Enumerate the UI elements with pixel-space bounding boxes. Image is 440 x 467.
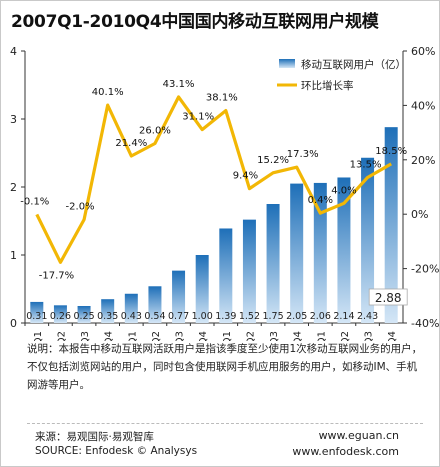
chart-svg: 0 1 2 3 4 -40% -20% 0% 20% 40% 60% 07Q1 07Q2 07Q3 07Q4… — [10, 45, 439, 341]
y-tick-label-left: 2 — [10, 181, 17, 194]
y-tick-label-right: 40% — [411, 99, 435, 112]
bar — [219, 228, 233, 323]
legend-label-growth: 环比增长率 — [301, 79, 354, 92]
bar — [195, 255, 209, 323]
x-tick-label: 09Q1 — [222, 331, 233, 341]
y-tick-label-left: 0 — [10, 317, 17, 330]
bar-value-label: 0.31 — [26, 311, 47, 322]
growth-rate-label: 21.4% — [115, 138, 147, 149]
x-tick-label: 09Q3 — [269, 331, 280, 341]
bar-value-label: 0.54 — [144, 311, 165, 322]
growth-rate-label: -2.0% — [66, 202, 95, 213]
growth-rate-label: 0.4% — [308, 195, 333, 206]
bar — [242, 219, 256, 323]
x-tick-label: 10Q3 — [364, 331, 375, 341]
x-tick-label: 09Q2 — [245, 331, 256, 341]
growth-rate-label: -17.7% — [39, 270, 74, 281]
source-cn: 来源：易观国际·易观智库 — [35, 431, 154, 443]
growth-rate-label: 43.1% — [163, 79, 195, 90]
growth-rate-line — [35, 95, 392, 264]
chart-title: 2007Q1-2010Q4中国国内移动互联网用户规模 — [11, 12, 379, 32]
x-tick-label: 09Q4 — [293, 331, 304, 341]
growth-rate-label: 40.1% — [92, 87, 124, 98]
line-group — [35, 95, 392, 264]
bar-value-highlight — [368, 288, 408, 306]
bar-value-label: 1.75 — [262, 311, 283, 322]
bar — [101, 299, 115, 323]
x-tick-label: 08Q3 — [175, 331, 186, 341]
legend-group: 移动互联网用户（亿） 环比增长率 — [277, 58, 406, 92]
x-tick-label: 08Q2 — [151, 331, 162, 341]
bar-value-label: 1.00 — [192, 311, 213, 322]
bar-value-label: 0.35 — [97, 311, 118, 322]
bars-group — [30, 127, 398, 323]
x-tick-label: 08Q1 — [127, 331, 138, 341]
bar-value-label: 1.52 — [239, 311, 260, 322]
bar — [290, 183, 304, 323]
growth-rate-label: 26.0% — [139, 125, 171, 136]
website-enfodesk[interactable]: www.enfodesk.com — [292, 445, 399, 458]
bar-value-label: 2.88 — [375, 291, 402, 305]
x-tick-label: 07Q3 — [80, 331, 91, 341]
growth-rate-label: 31.1% — [182, 112, 214, 123]
x-tick-label: 10Q2 — [340, 331, 351, 341]
y-tick-label-right: -20% — [411, 263, 439, 276]
bar-value-label: 2.43 — [357, 311, 378, 322]
bar — [53, 305, 67, 323]
y-tick-label-left: 1 — [10, 249, 17, 262]
legend-swatch-users — [279, 59, 295, 68]
y-tick-label-left: 3 — [10, 113, 17, 126]
bar-value-label: 0.25 — [73, 311, 94, 322]
bar-value-label: 0.77 — [168, 311, 189, 322]
bar — [30, 301, 44, 323]
growth-rate-label: 38.1% — [206, 93, 238, 104]
divider — [27, 423, 423, 424]
x-tick-label: 07Q1 — [33, 331, 44, 341]
bar — [124, 293, 138, 323]
y-tick-label-right: 0% — [411, 208, 428, 221]
bar-value-label: 0.26 — [50, 311, 71, 322]
growth-rate-label: 4.0% — [331, 185, 356, 196]
bar — [361, 157, 375, 323]
bar — [266, 204, 280, 323]
bar — [313, 182, 327, 323]
legend-label-users: 移动互联网用户（亿） — [301, 58, 406, 71]
bar-value-label: 2.14 — [333, 311, 354, 322]
bar-value-label: 1.39 — [215, 311, 236, 322]
growth-rate-label: 17.3% — [287, 149, 319, 160]
y-tick-label-right: 60% — [411, 45, 435, 58]
website-eguan[interactable]: www.eguan.cn — [318, 429, 399, 442]
growth-rate-label: 15.2% — [257, 155, 289, 166]
bar — [337, 177, 351, 323]
bar — [148, 286, 162, 323]
bar — [77, 306, 91, 323]
x-tick-label: 07Q2 — [56, 331, 67, 341]
source-en: SOURCE: Enfodesk © Analysys — [35, 445, 198, 457]
x-tick-label: 10Q4 — [387, 331, 398, 341]
growth-rate-label: 13.5% — [350, 159, 382, 170]
y-tick-label-right: 20% — [411, 154, 435, 167]
y-tick-label-left: 4 — [10, 45, 17, 58]
bar-value-label: 0.43 — [121, 311, 142, 322]
y-tick-label-right: -40% — [411, 317, 439, 330]
explanation-note: 说明：本报告中移动互联网活跃用户是指该季度至少使用1次移动互联网业务的用户，不仅… — [27, 343, 423, 391]
bar-value-label: 2.05 — [286, 311, 307, 322]
bar-value-label: 2.06 — [310, 311, 331, 322]
x-tick-label: 08Q4 — [198, 331, 209, 341]
labels-group: 0.31 0.26 0.25 0.35 0.43 0.54 0.77 1.00 1.39 1.52… — [20, 79, 408, 322]
x-tick-label: 07Q4 — [104, 331, 115, 341]
bar — [172, 270, 186, 323]
growth-rate-label: -0.1% — [20, 196, 49, 207]
x-tick-label: 10Q1 — [316, 331, 327, 341]
growth-rate-label: 18.5% — [375, 146, 407, 157]
bar — [384, 127, 398, 323]
growth-rate-label: 9.4% — [233, 171, 258, 182]
